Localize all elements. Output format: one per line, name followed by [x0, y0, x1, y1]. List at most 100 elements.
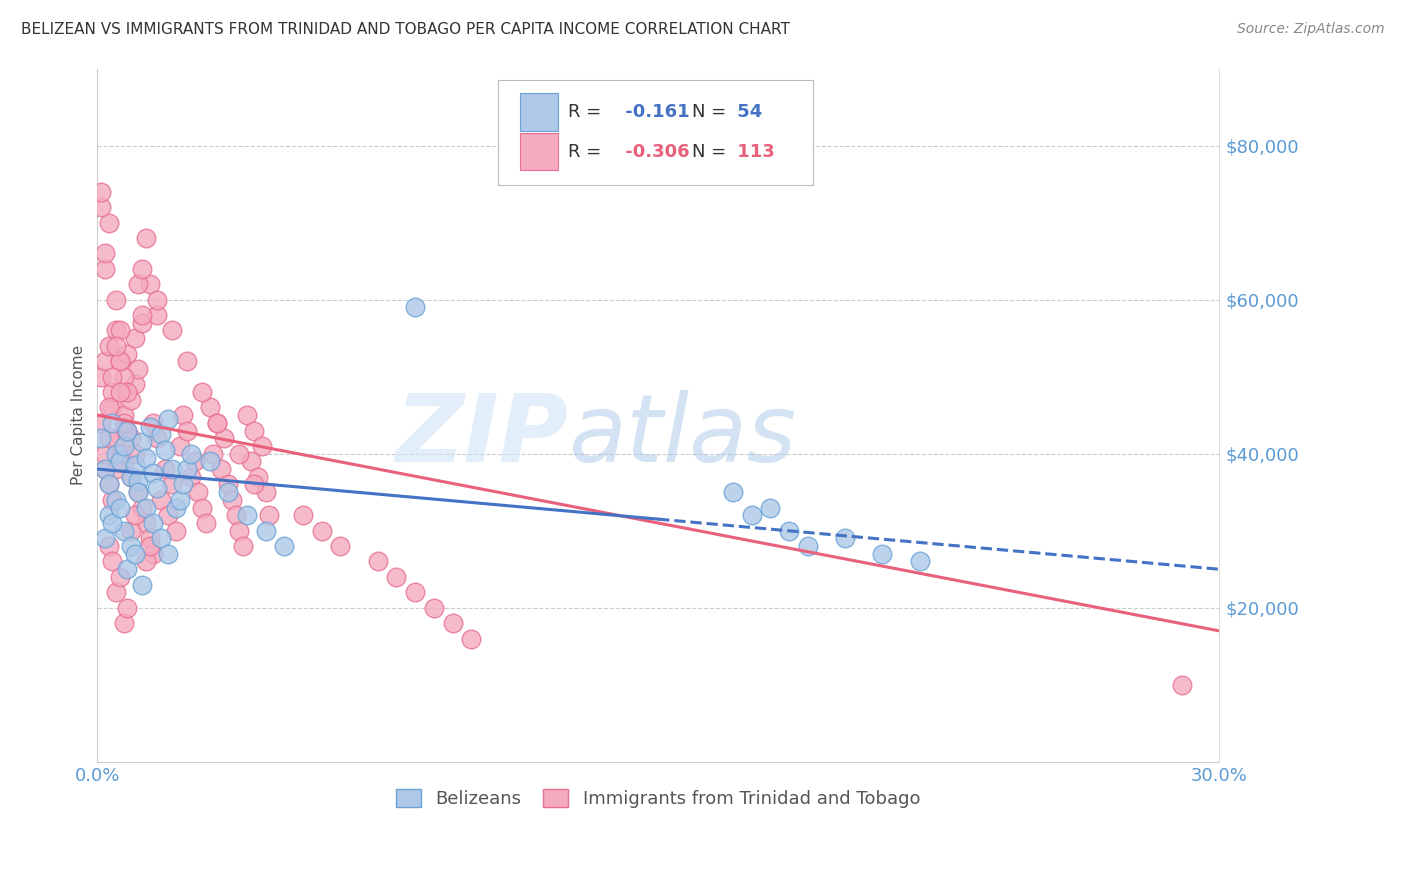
Point	[157, 508, 180, 523]
Point	[127, 485, 149, 500]
Point	[236, 508, 259, 523]
Point	[120, 392, 142, 407]
Point	[149, 427, 172, 442]
Point	[112, 416, 135, 430]
Point	[243, 477, 266, 491]
Point	[90, 416, 112, 430]
Text: R =: R =	[568, 143, 602, 161]
Point	[460, 632, 482, 646]
Point	[101, 416, 124, 430]
Point	[105, 492, 128, 507]
Point	[127, 277, 149, 292]
Point	[117, 562, 139, 576]
Point	[90, 369, 112, 384]
Point	[180, 447, 202, 461]
Point	[273, 539, 295, 553]
Point	[127, 485, 149, 500]
Point	[138, 419, 160, 434]
Point	[97, 508, 120, 523]
Point	[254, 524, 277, 538]
Point	[217, 485, 239, 500]
Point	[131, 316, 153, 330]
Point	[112, 408, 135, 422]
Text: -0.161: -0.161	[619, 103, 689, 121]
Point	[105, 339, 128, 353]
Point	[117, 385, 139, 400]
Text: R =: R =	[568, 103, 602, 121]
Point	[157, 547, 180, 561]
Point	[183, 454, 205, 468]
Point	[97, 477, 120, 491]
Point	[108, 323, 131, 337]
Point	[105, 585, 128, 599]
Point	[94, 246, 117, 260]
Point	[172, 408, 194, 422]
Point	[239, 454, 262, 468]
Point	[127, 362, 149, 376]
Point	[135, 231, 157, 245]
Point	[124, 508, 146, 523]
Point	[149, 492, 172, 507]
Point	[225, 508, 247, 523]
Point	[101, 369, 124, 384]
Point	[94, 532, 117, 546]
Point	[131, 308, 153, 322]
Text: Source: ZipAtlas.com: Source: ZipAtlas.com	[1237, 22, 1385, 37]
Point	[165, 524, 187, 538]
Point	[169, 439, 191, 453]
Point	[101, 554, 124, 568]
Point	[101, 401, 124, 415]
Point	[112, 616, 135, 631]
Point	[404, 585, 426, 599]
Point	[108, 500, 131, 515]
Point	[191, 500, 214, 515]
Point	[108, 354, 131, 368]
Point	[157, 412, 180, 426]
Point	[367, 554, 389, 568]
Point	[221, 492, 243, 507]
Point	[423, 600, 446, 615]
Point	[117, 346, 139, 360]
Point	[142, 416, 165, 430]
Point	[311, 524, 333, 538]
Point	[117, 424, 139, 438]
Point	[108, 454, 131, 468]
Point	[165, 500, 187, 515]
Point	[160, 462, 183, 476]
Legend: Belizeans, Immigrants from Trinidad and Tobago: Belizeans, Immigrants from Trinidad and …	[388, 781, 928, 815]
Point	[1170, 678, 1192, 692]
Point	[146, 431, 169, 445]
Point	[198, 401, 221, 415]
Point	[142, 466, 165, 480]
Point	[131, 435, 153, 450]
Point	[108, 385, 131, 400]
Point	[404, 301, 426, 315]
Point	[834, 532, 856, 546]
Point	[94, 261, 117, 276]
Point	[135, 450, 157, 465]
Point	[146, 293, 169, 307]
Text: BELIZEAN VS IMMIGRANTS FROM TRINIDAD AND TOBAGO PER CAPITA INCOME CORRELATION CH: BELIZEAN VS IMMIGRANTS FROM TRINIDAD AND…	[21, 22, 790, 37]
Point	[176, 354, 198, 368]
Point	[228, 447, 250, 461]
Point	[176, 462, 198, 476]
Point	[105, 293, 128, 307]
Point	[176, 424, 198, 438]
Point	[101, 492, 124, 507]
Point	[90, 200, 112, 214]
Text: N =: N =	[692, 143, 725, 161]
Point	[117, 600, 139, 615]
Point	[146, 308, 169, 322]
Point	[441, 616, 464, 631]
Point	[138, 539, 160, 553]
Point	[169, 492, 191, 507]
Text: 113: 113	[731, 143, 775, 161]
Point	[94, 447, 117, 461]
Text: atlas: atlas	[568, 391, 797, 482]
Point	[112, 454, 135, 468]
Point	[247, 469, 270, 483]
Point	[214, 431, 236, 445]
Point	[205, 416, 228, 430]
Point	[142, 547, 165, 561]
Point	[131, 577, 153, 591]
